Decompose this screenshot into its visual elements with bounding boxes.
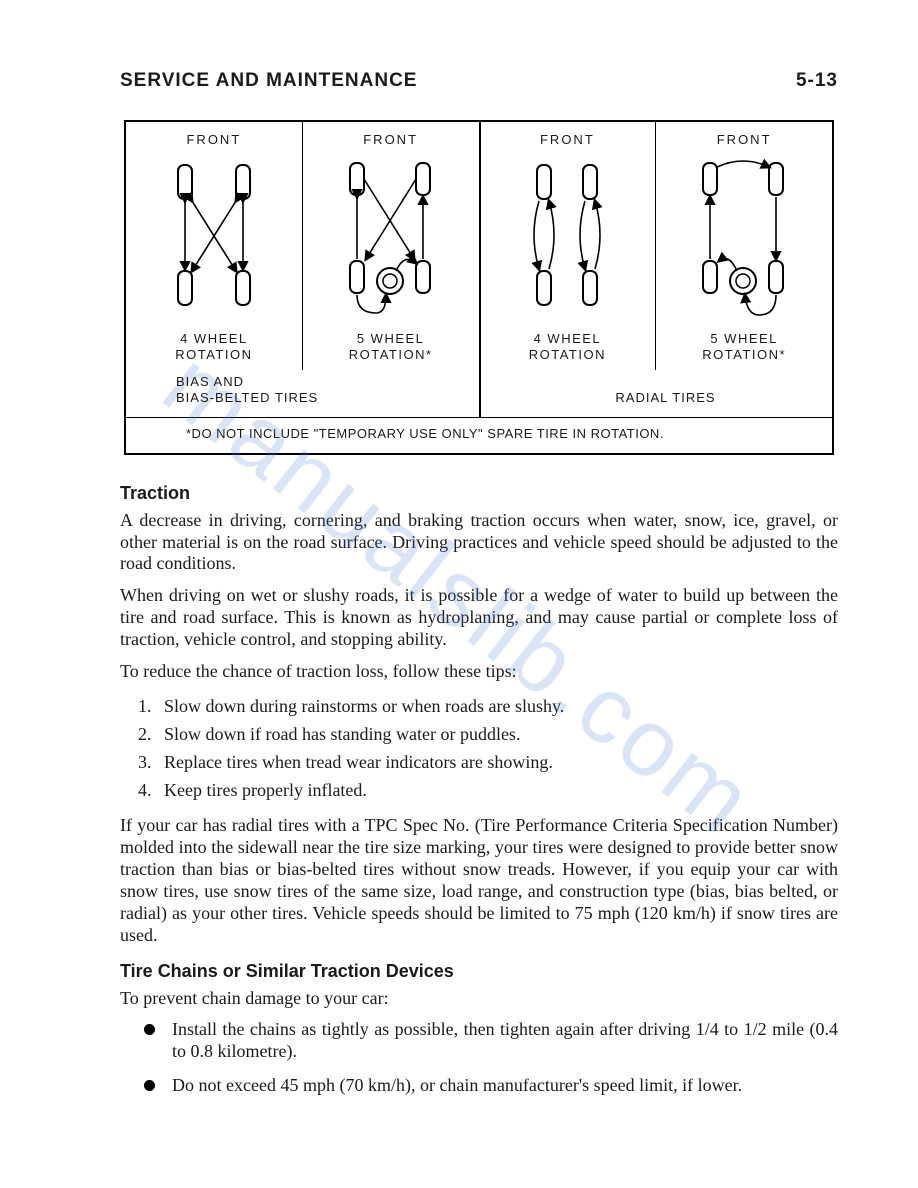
list-item: Do not exceed 45 mph (70 km/h), or chain… xyxy=(144,1075,838,1097)
rotation-svg-bias-5 xyxy=(326,153,456,323)
header-page-number: 5-13 xyxy=(796,70,838,92)
radial-type-label: RADIAL TIRES xyxy=(499,370,832,417)
traction-p4: If your car has radial tires with a TPC … xyxy=(120,815,838,947)
traction-p2: When driving on wet or slushy roads, it … xyxy=(120,585,838,651)
front-label: FRONT xyxy=(307,132,475,147)
diagram-cell-bias-4wheel: FRONT 4 WHEEL ROTATION xyxy=(126,122,303,370)
rotation-label: 4 WHEEL ROTATION xyxy=(484,331,652,362)
rotation-svg-bias-4 xyxy=(154,153,274,323)
traction-tips-list: Slow down during rainstorms or when road… xyxy=(156,693,838,805)
rotation-diagram: FRONT 4 WHEEL ROTATION xyxy=(124,120,834,455)
bias-type-label: BIAS AND BIAS-BELTED TIRES xyxy=(126,370,499,417)
front-label: FRONT xyxy=(660,132,828,147)
traction-p3: To reduce the chance of traction loss, f… xyxy=(120,661,838,683)
front-label: FRONT xyxy=(484,132,652,147)
center-divider xyxy=(479,368,481,417)
chains-intro: To prevent chain damage to your car: xyxy=(120,988,838,1010)
rotation-label: 4 WHEEL ROTATION xyxy=(130,331,298,362)
list-item: Replace tires when tread wear indicators… xyxy=(156,749,838,777)
front-label: FRONT xyxy=(130,132,298,147)
traction-p1: A decrease in driving, cornering, and br… xyxy=(120,510,838,576)
diagram-cell-radial-4wheel: FRONT 4 WHEEL ROTATION xyxy=(480,122,657,370)
center-divider xyxy=(479,122,481,370)
list-item: Install the chains as tightly as possibl… xyxy=(144,1019,838,1063)
header-title: SERVICE AND MAINTENANCE xyxy=(120,70,417,92)
page: SERVICE AND MAINTENANCE 5-13 FRONT xyxy=(0,0,918,1169)
diagram-cell-radial-5wheel: FRONT 5 WHEEL ROTATIO xyxy=(656,122,832,370)
page-header: SERVICE AND MAINTENANCE 5-13 xyxy=(120,70,838,92)
list-item: Slow down if road has standing water or … xyxy=(156,721,838,749)
rotation-label: 5 WHEEL ROTATION* xyxy=(307,331,475,362)
tire-type-row: BIAS AND BIAS-BELTED TIRES RADIAL TIRES xyxy=(126,370,832,417)
traction-heading: Traction xyxy=(120,483,838,504)
rotation-label: 5 WHEEL ROTATION* xyxy=(660,331,828,362)
list-item: Slow down during rainstorms or when road… xyxy=(156,693,838,721)
list-item: Keep tires properly inflated. xyxy=(156,777,838,805)
rotation-svg-radial-5 xyxy=(679,153,809,323)
chains-heading: Tire Chains or Similar Traction Devices xyxy=(120,961,838,982)
chains-list: Install the chains as tightly as possibl… xyxy=(144,1019,838,1097)
diagram-cell-bias-5wheel: FRONT xyxy=(303,122,480,370)
diagram-footnote: *DO NOT INCLUDE "TEMPORARY USE ONLY" SPA… xyxy=(126,417,832,453)
rotation-svg-radial-4 xyxy=(507,153,627,323)
